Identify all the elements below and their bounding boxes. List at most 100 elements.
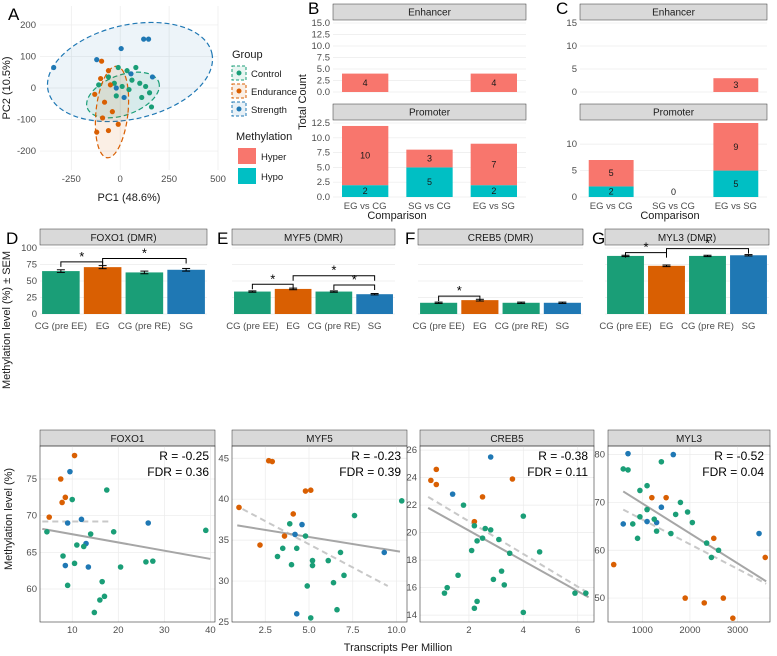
mean-bar xyxy=(274,288,312,314)
hyper-bar xyxy=(713,78,759,92)
pca-point xyxy=(98,75,104,82)
scatter-point xyxy=(701,600,708,606)
mean-bar xyxy=(167,269,205,314)
scatter-ytick: 60 xyxy=(26,584,37,595)
mean-bar xyxy=(356,294,393,314)
scatter-point xyxy=(501,582,508,588)
scatter-point xyxy=(689,519,696,526)
bar-strip xyxy=(604,228,770,246)
significance-bracket xyxy=(292,275,376,281)
hypo-count: 2 xyxy=(609,187,614,197)
pca-point xyxy=(51,64,57,71)
scatter-frame xyxy=(39,445,216,623)
scatter-point xyxy=(293,611,300,617)
scatter-point xyxy=(281,533,288,539)
scatter-point xyxy=(103,487,110,493)
scatter-title: CREB5 xyxy=(490,434,524,445)
scatter-point xyxy=(307,615,314,621)
scatter-point xyxy=(279,545,286,552)
mean-bar xyxy=(648,265,685,314)
pca-point xyxy=(119,83,125,90)
pca-point xyxy=(121,94,127,101)
pca-point xyxy=(149,74,156,80)
scatter-point xyxy=(536,549,543,555)
scatter-point xyxy=(670,451,677,458)
scatter-ytick: 30 xyxy=(218,576,229,587)
pca-point xyxy=(146,90,153,96)
scatter-point xyxy=(479,535,486,541)
scatter-point xyxy=(482,525,489,532)
legend-endurance-dot xyxy=(236,88,242,94)
hyper-count: 9 xyxy=(733,142,738,152)
scatter-xtick: 20 xyxy=(113,625,124,636)
count-ytick: 5.0 xyxy=(317,162,330,173)
pca-ylabel: PC2 (10.5%) xyxy=(1,57,13,120)
trend-line xyxy=(622,490,767,583)
scatter-point xyxy=(299,521,305,528)
pca-point xyxy=(99,58,105,64)
significance-star: * xyxy=(79,249,84,264)
methylation-legend: Methylation Hyper Hypo xyxy=(236,131,292,184)
bar-xtick: CG (pre RE) xyxy=(495,321,548,332)
bar-panel-myf5: MYF5 (DMR) CG (pre EE) EG CG (pre RE) SG * * * xyxy=(226,228,396,332)
pca-point xyxy=(105,74,112,80)
facet-title: Promoter xyxy=(409,108,451,119)
pca-point xyxy=(92,91,98,97)
mean-bar xyxy=(502,302,540,314)
scatter-point xyxy=(145,520,152,526)
scatter-point xyxy=(474,598,480,605)
count-ytick: 15.0 xyxy=(312,18,331,29)
scatter-point xyxy=(506,550,513,557)
scatter-point xyxy=(708,554,715,561)
scatter-point xyxy=(730,615,736,621)
scatter-point xyxy=(468,547,475,554)
pca-point xyxy=(101,99,108,105)
scatter-point xyxy=(337,549,344,556)
legend-hyper: Hyper xyxy=(261,152,286,163)
scatter-point xyxy=(490,576,497,583)
scatter-panel-myl3: MYL3 1000 2000 3000 50 60 70 80 R = -0.52 FDR = 0… xyxy=(594,429,771,636)
scatter-point xyxy=(658,458,665,465)
scatter-point xyxy=(620,466,627,472)
bar-ytick: 50 xyxy=(26,276,37,287)
bar-title: MYL3 (DMR) xyxy=(658,233,716,244)
scatter-ytick: 45 xyxy=(218,453,229,464)
scatter-point xyxy=(583,590,589,596)
scatter-point xyxy=(498,568,505,574)
scatter-point xyxy=(474,538,480,544)
scatter-point xyxy=(658,504,665,511)
scatter-ytick: 24 xyxy=(406,473,417,484)
bar-strip xyxy=(417,228,584,246)
scatter-point xyxy=(110,529,117,535)
scatter-point xyxy=(509,476,516,482)
mean-bar xyxy=(83,267,122,314)
bar-xtick: EG xyxy=(660,321,674,332)
pca-point xyxy=(128,71,134,77)
legend-hypo-key xyxy=(238,168,256,184)
scatter-title: FOXO1 xyxy=(111,434,145,445)
hyper-count: 7 xyxy=(491,159,496,169)
pca-point xyxy=(113,85,119,91)
bar-title: CREB5 (DMR) xyxy=(468,233,534,244)
hyper-bar xyxy=(470,143,517,186)
scatter-ytick: 18 xyxy=(406,555,417,566)
scatter-point xyxy=(307,487,314,494)
scatter-point xyxy=(257,542,263,548)
hypo-bar xyxy=(588,186,634,197)
significance-star: * xyxy=(270,271,275,286)
scatter-point xyxy=(78,516,85,523)
pca-point xyxy=(94,129,100,135)
pca-point xyxy=(113,93,119,99)
c-xlabel: Comparison xyxy=(640,210,699,222)
zero-count: 0 xyxy=(671,187,676,197)
pca-ytick: 0 xyxy=(31,83,36,94)
scatter-panel-foxo1: FOXO1 10 20 30 40 60 65 70 75 R = -0.25 FDR = 0.36 xyxy=(26,429,216,636)
facet-strip xyxy=(332,103,527,121)
scatter-point xyxy=(60,553,66,559)
scatter-xtick: 5.0 xyxy=(302,625,315,636)
scatter-xtick: 30 xyxy=(159,625,170,636)
hypo-bar xyxy=(713,170,759,197)
scatter-point xyxy=(330,579,337,586)
pca-point xyxy=(111,80,117,86)
